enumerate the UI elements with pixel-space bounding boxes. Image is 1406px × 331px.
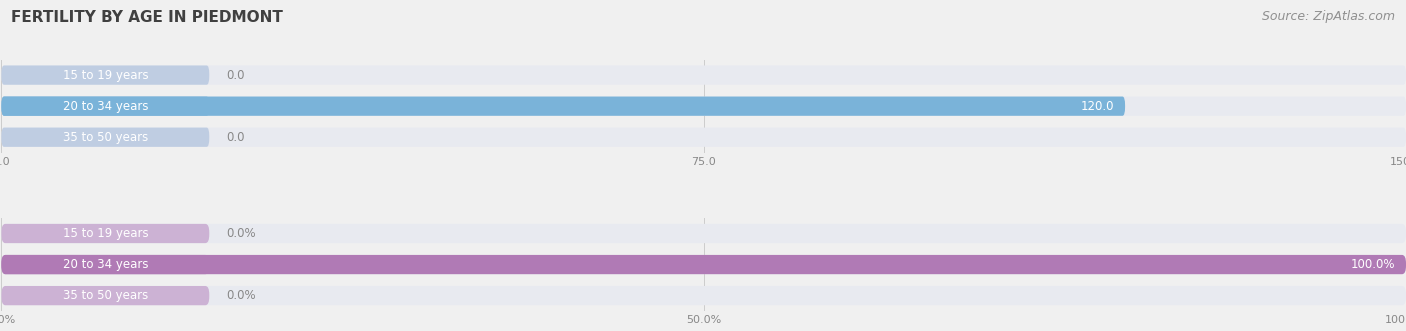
FancyBboxPatch shape xyxy=(1,97,1125,116)
Text: 0.0: 0.0 xyxy=(226,131,245,144)
Text: FERTILITY BY AGE IN PIEDMONT: FERTILITY BY AGE IN PIEDMONT xyxy=(11,10,283,25)
FancyBboxPatch shape xyxy=(1,255,209,274)
FancyBboxPatch shape xyxy=(1,127,1406,147)
FancyBboxPatch shape xyxy=(1,66,209,85)
FancyBboxPatch shape xyxy=(1,97,1406,116)
FancyBboxPatch shape xyxy=(1,286,209,305)
Text: 15 to 19 years: 15 to 19 years xyxy=(62,227,148,240)
FancyBboxPatch shape xyxy=(1,224,1406,243)
Text: Source: ZipAtlas.com: Source: ZipAtlas.com xyxy=(1261,10,1395,23)
Text: 35 to 50 years: 35 to 50 years xyxy=(63,131,148,144)
Text: 20 to 34 years: 20 to 34 years xyxy=(63,100,148,113)
FancyBboxPatch shape xyxy=(1,286,1406,305)
Text: 15 to 19 years: 15 to 19 years xyxy=(62,69,148,82)
Text: 120.0: 120.0 xyxy=(1080,100,1114,113)
FancyBboxPatch shape xyxy=(1,224,209,243)
Text: 0.0%: 0.0% xyxy=(226,289,256,302)
FancyBboxPatch shape xyxy=(1,255,1406,274)
FancyBboxPatch shape xyxy=(1,97,209,116)
Text: 100.0%: 100.0% xyxy=(1350,258,1395,271)
Text: 35 to 50 years: 35 to 50 years xyxy=(63,289,148,302)
FancyBboxPatch shape xyxy=(1,66,1406,85)
Text: 20 to 34 years: 20 to 34 years xyxy=(63,258,148,271)
FancyBboxPatch shape xyxy=(1,127,209,147)
Text: 0.0%: 0.0% xyxy=(226,227,256,240)
FancyBboxPatch shape xyxy=(1,255,1406,274)
Text: 0.0: 0.0 xyxy=(226,69,245,82)
